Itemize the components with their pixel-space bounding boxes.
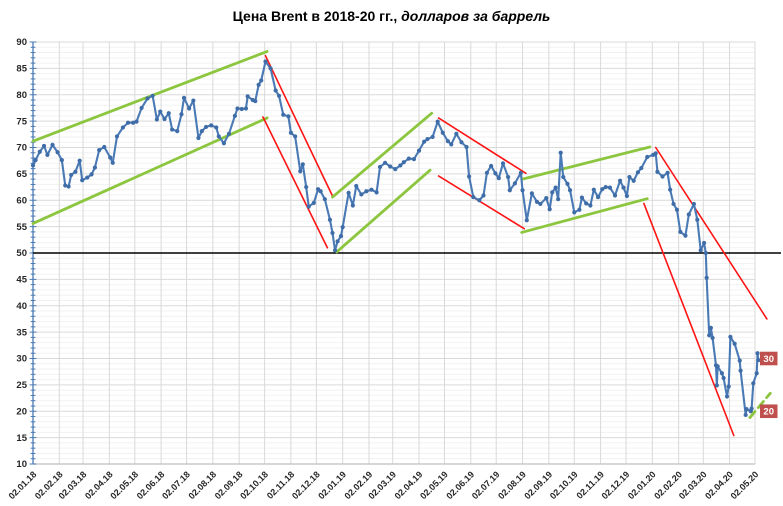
svg-text:50: 50	[16, 248, 27, 259]
price-label-30: 30	[760, 351, 778, 366]
svg-text:45: 45	[16, 275, 27, 286]
svg-text:15: 15	[16, 433, 27, 444]
brent-price-markers	[30, 59, 761, 418]
svg-text:02.05.18: 02.05.18	[108, 469, 140, 501]
svg-text:02.08.18: 02.08.18	[186, 469, 218, 501]
svg-text:55: 55	[16, 222, 27, 233]
svg-text:02.10.19: 02.10.19	[548, 469, 580, 501]
brent-price-series	[31, 60, 760, 416]
svg-text:20: 20	[16, 406, 27, 417]
svg-text:02.12.18: 02.12.18	[290, 469, 322, 501]
svg-text:85: 85	[16, 64, 27, 75]
svg-text:02.05.19: 02.05.19	[418, 469, 450, 501]
y-minor-gridlines	[33, 46, 755, 460]
svg-text:70: 70	[16, 143, 27, 154]
svg-text:02.08.19: 02.08.19	[496, 469, 528, 501]
svg-text:25: 25	[16, 380, 27, 391]
svg-text:02.05.20: 02.05.20	[729, 469, 761, 501]
x-axis-labels: 02.01.1802.02.1802.03.1802.04.1802.05.18…	[7, 469, 761, 501]
svg-text:02.10.18: 02.10.18	[238, 469, 270, 501]
price-label-20: 20	[760, 404, 778, 419]
chart-title-subtitle: долларов за баррель	[397, 8, 551, 24]
svg-text:02.12.19: 02.12.19	[600, 469, 632, 501]
svg-text:30: 30	[16, 354, 27, 365]
svg-text:02.07.19: 02.07.19	[470, 469, 502, 501]
chart-title-main: Цена Brent в 2018-20 гг.,	[232, 8, 398, 24]
svg-text:02.01.18: 02.01.18	[7, 469, 39, 501]
svg-text:75: 75	[16, 116, 27, 127]
y-major-gridlines	[33, 41, 755, 439]
svg-text:20: 20	[763, 407, 774, 418]
svg-text:40: 40	[16, 301, 27, 312]
svg-text:02.07.18: 02.07.18	[160, 469, 192, 501]
svg-text:80: 80	[16, 90, 27, 101]
svg-text:60: 60	[16, 195, 27, 206]
svg-text:02.01.20: 02.01.20	[626, 469, 658, 501]
svg-text:35: 35	[16, 327, 27, 338]
y-axis-labels: 10 15 20 25 30 35 40 45 50 55 60 65 70 75 80 85 90	[16, 37, 27, 470]
svg-text:30: 30	[763, 354, 774, 365]
svg-text:10: 10	[16, 459, 27, 470]
svg-text:02.01.19: 02.01.19	[316, 469, 348, 501]
svg-text:65: 65	[16, 169, 27, 180]
svg-text:90: 90	[16, 37, 27, 48]
chart-title: Цена Brent в 2018-20 гг., долларов за ба…	[0, 8, 783, 24]
